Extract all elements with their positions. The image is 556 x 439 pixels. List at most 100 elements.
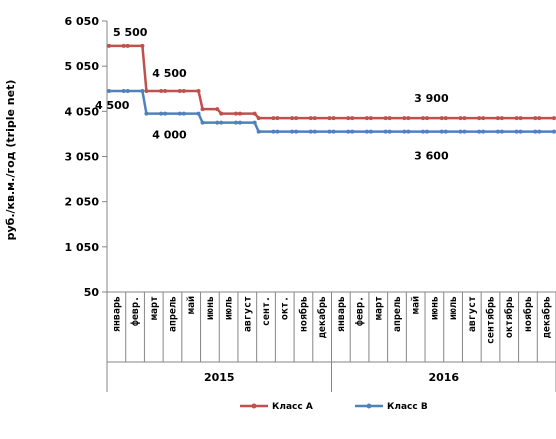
series-point <box>533 116 538 121</box>
series-point <box>294 129 299 134</box>
x-tick-label: декабрь <box>316 296 328 338</box>
series-point <box>312 116 317 121</box>
x-tick-label: июнь <box>205 296 216 320</box>
x-tick-label: август <box>467 296 478 332</box>
series-point <box>439 116 444 121</box>
series-point <box>421 129 426 134</box>
x-tick-label: октябрь <box>503 296 515 338</box>
series-line-class-b <box>109 89 554 133</box>
series-point <box>499 129 504 134</box>
data-label: 5 500 <box>113 26 148 39</box>
series-point <box>402 129 407 134</box>
year-label: 2015 <box>204 371 235 384</box>
series-point <box>346 116 351 121</box>
x-tick-label: март <box>149 296 160 320</box>
series-point <box>514 129 519 134</box>
x-tick-label: июнь <box>429 296 440 320</box>
series-point <box>495 129 500 134</box>
series-point <box>121 43 126 48</box>
series-point <box>177 89 182 94</box>
series-point <box>387 129 392 134</box>
series-point <box>462 129 467 134</box>
y-axis: 6 050 5 050 4 050 3 050 2 050 1 050 50 <box>65 15 108 299</box>
series-point <box>290 116 295 121</box>
series-point <box>215 120 220 125</box>
series-point <box>439 129 444 134</box>
series-point <box>421 116 426 121</box>
series-point <box>181 89 186 94</box>
series-point <box>499 116 504 121</box>
y-tick-label: 4 050 <box>65 105 100 118</box>
series-point <box>462 116 467 121</box>
x-tick-label: февр. <box>354 296 366 326</box>
series-point <box>219 111 224 116</box>
x-tick-label: февр. <box>129 296 141 326</box>
series-point <box>271 129 276 134</box>
data-label: 4 500 <box>95 99 130 112</box>
legend-marker <box>251 403 257 409</box>
data-label: 4 000 <box>152 129 187 142</box>
series-point <box>518 129 523 134</box>
data-label: 3 600 <box>414 150 449 163</box>
series-point <box>481 116 486 121</box>
y-tick-label: 50 <box>84 286 100 299</box>
series-point <box>477 129 482 134</box>
series-point <box>514 116 519 121</box>
series-point <box>308 116 313 121</box>
series-point <box>107 89 111 94</box>
year-label: 2016 <box>428 371 459 384</box>
series-point <box>443 116 448 121</box>
series-point <box>312 129 317 134</box>
series-point <box>219 120 224 125</box>
y-tick-label: 6 050 <box>65 15 100 28</box>
series-point <box>294 116 299 121</box>
series-point <box>107 43 111 48</box>
series-lines <box>107 43 556 134</box>
series-point <box>252 120 257 125</box>
series-point <box>350 116 355 121</box>
x-tick-label: январь <box>111 296 122 332</box>
series-point <box>481 129 486 134</box>
series-line-class-a <box>109 44 554 120</box>
y-tick-label: 5 050 <box>65 60 100 73</box>
series-point <box>144 111 149 116</box>
series-point <box>537 129 542 134</box>
series-point <box>256 116 261 121</box>
data-label: 3 900 <box>414 92 449 105</box>
series-point <box>425 129 430 134</box>
series-point <box>495 116 500 121</box>
series-point <box>121 89 126 94</box>
series-point <box>331 116 336 121</box>
series-point <box>552 129 556 134</box>
legend-label: Класс А <box>272 402 313 412</box>
series-point <box>144 89 149 94</box>
series-point <box>364 129 369 134</box>
x-tick-label: июль <box>448 296 459 320</box>
x-axis: январь февр. март апрель май июнь июль август се… <box>106 291 556 392</box>
y-tick-label: 3 050 <box>65 151 100 164</box>
x-tick-label: июль <box>224 296 235 320</box>
series-point <box>443 129 448 134</box>
series-point <box>125 43 130 48</box>
series-point <box>177 111 182 116</box>
x-tick-label: август <box>242 296 253 332</box>
x-tick-label: ноябрь <box>297 296 309 332</box>
series-point <box>327 116 332 121</box>
series-point <box>406 129 411 134</box>
x-tick-label: март <box>373 296 384 320</box>
series-point <box>163 111 168 116</box>
series-point <box>140 89 145 94</box>
series-point <box>200 120 205 125</box>
series-point <box>331 129 336 134</box>
series-point <box>215 107 220 112</box>
series-point <box>350 129 355 134</box>
series-point <box>237 111 242 116</box>
series-point <box>290 129 295 134</box>
series-point <box>383 116 388 121</box>
series-point <box>252 111 257 116</box>
series-point <box>458 129 463 134</box>
series-point <box>181 111 186 116</box>
series-point <box>196 89 201 94</box>
series-point <box>552 116 556 121</box>
series-point <box>327 129 332 134</box>
